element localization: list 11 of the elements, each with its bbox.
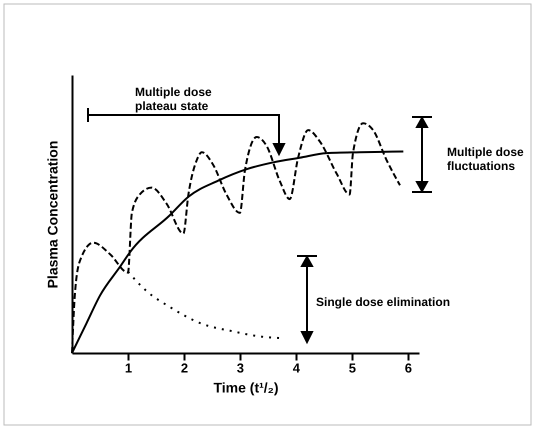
annotation: Single dose elimination: [316, 295, 450, 309]
x-tick-label: 2: [180, 360, 188, 376]
x-tick-label: 6: [404, 360, 412, 376]
x-axis-title: Time (t¹/₂): [213, 380, 279, 396]
text: Multiple dose plateau state: [135, 85, 212, 113]
x-tick-label: 3: [236, 360, 244, 376]
text: Multiple dose fluctuations: [447, 145, 524, 173]
x-tick-label: 4: [292, 360, 301, 376]
x-tick-label: 5: [348, 360, 356, 376]
x-tick-label: 1: [124, 360, 132, 376]
y-axis-title: Plasma Concentration: [44, 140, 60, 288]
